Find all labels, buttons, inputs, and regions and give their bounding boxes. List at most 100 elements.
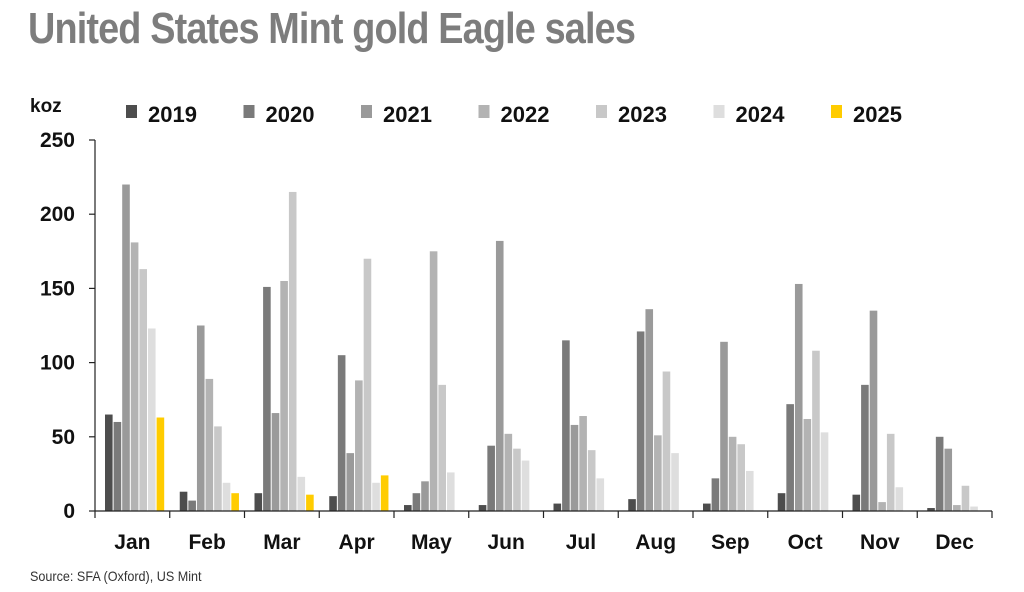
bar-2020-jun [487, 445, 495, 511]
bar-2020-nov [861, 384, 869, 511]
bar-2024-jan [148, 328, 156, 511]
bar-2020-dec [935, 436, 944, 511]
bar-2020-feb [188, 500, 196, 511]
y-tick-label: 0 [63, 500, 75, 523]
bar-2021-nov [869, 310, 878, 511]
x-tick-label: Mar [263, 531, 300, 554]
legend-label-2021: 2021 [383, 102, 432, 127]
y-tick-label: 250 [40, 129, 75, 152]
bar-2023-feb [214, 426, 222, 511]
y-tick-label: 100 [40, 352, 75, 375]
x-tick-label: May [411, 531, 452, 554]
bar-2024-oct [820, 432, 829, 511]
legend-label-2019: 2019 [148, 102, 197, 127]
bars [105, 184, 978, 512]
bar-2021-apr [346, 453, 355, 511]
y-tick-label: 50 [52, 426, 75, 449]
bar-2019-may [404, 505, 412, 511]
bar-2021-sep [720, 341, 728, 511]
bar-2023-may [438, 384, 446, 511]
bar-2023-mar [288, 191, 297, 511]
bar-2021-jun [495, 240, 504, 511]
bar-2020-apr [337, 355, 346, 511]
bar-2025-apr [380, 475, 389, 511]
bar-2020-mar [263, 286, 271, 511]
bar-2023-jan [139, 269, 147, 511]
bar-2021-may [421, 481, 429, 511]
bar-2024-mar [297, 476, 306, 511]
bar-2021-aug [645, 309, 654, 511]
bar-2023-jun [513, 448, 521, 511]
x-tick-label: Oct [788, 531, 823, 554]
legend-swatch-2024 [713, 105, 725, 118]
legend-swatch-2022 [478, 105, 490, 118]
bar-2022-mar [280, 280, 288, 511]
legend-label-2025: 2025 [853, 102, 902, 127]
bar-2020-aug [636, 331, 645, 511]
bar-2022-apr [355, 380, 363, 511]
bar-2020-sep [711, 478, 720, 511]
bar-2021-mar [271, 413, 280, 511]
x-tick-label: Aug [635, 531, 676, 554]
bar-2024-jul [596, 478, 605, 511]
bar-2024-may [447, 472, 455, 511]
bar-2024-feb [222, 482, 231, 511]
bar-2019-feb [179, 491, 188, 511]
bar-2024-aug [671, 453, 679, 511]
bar-2025-feb [231, 493, 239, 511]
bar-2021-dec [944, 448, 953, 511]
legend-swatch-2025 [831, 105, 842, 118]
chart-title: United States Mint gold Eagle sales [28, 4, 636, 53]
legend-swatch-2021 [361, 105, 372, 118]
bar-2022-sep [728, 436, 737, 511]
bar-2019-jul [553, 503, 562, 511]
bar-2021-jan [122, 184, 130, 511]
bar-2024-dec [970, 506, 978, 511]
legend-swatch-2023 [596, 105, 607, 118]
legend-label-2023: 2023 [618, 102, 667, 127]
x-tick-label: Jul [566, 531, 596, 554]
bar-2025-mar [306, 494, 314, 511]
x-axis: Jan Feb Mar Apr May Jun Jul Aug Sep Oct Nov Dec [94, 510, 993, 554]
bar-2019-jan [105, 414, 113, 511]
bar-2019-jun [478, 505, 487, 511]
y-axis-label: koz [30, 96, 62, 117]
bar-2019-dec [927, 508, 935, 511]
source-note: Source: SFA (Oxford), US Mint [30, 568, 202, 584]
legend-label-2024: 2024 [736, 102, 786, 127]
bar-2022-oct [803, 418, 812, 511]
bar-2023-aug [662, 371, 671, 511]
bar-2024-nov [895, 487, 904, 511]
bar-2023-oct [812, 350, 820, 511]
bar-2025-jan [156, 417, 165, 511]
bar-2022-may [429, 251, 438, 512]
bar-2020-oct [786, 404, 794, 511]
legend: 2019 2020 2021 2022 2023 2024 2025 [126, 102, 902, 127]
x-tick-label: Apr [339, 531, 375, 554]
x-tick-label: Dec [935, 531, 974, 554]
bar-2023-dec [961, 485, 970, 511]
bar-2022-jan [130, 242, 139, 511]
x-tick-label: Sep [711, 531, 750, 554]
bar-2021-feb [196, 325, 205, 511]
bar-2021-oct [794, 283, 803, 511]
bar-2023-nov [886, 433, 895, 511]
bar-2020-jul [562, 340, 570, 511]
bar-2019-aug [628, 499, 636, 511]
bar-2024-apr [372, 482, 380, 511]
x-tick-label: Nov [860, 531, 900, 554]
bar-2022-feb [205, 378, 214, 511]
bar-2021-jul [570, 424, 579, 511]
x-tick-label: Jun [487, 531, 524, 554]
bar-2022-nov [878, 502, 886, 511]
y-tick-label: 200 [40, 203, 75, 226]
bar-2019-mar [254, 493, 263, 511]
bar-2019-apr [329, 496, 337, 511]
bar-2019-sep [703, 503, 711, 511]
bar-2023-apr [363, 258, 372, 511]
x-tick-label: Feb [188, 531, 225, 554]
legend-swatch-2019 [126, 105, 137, 118]
bar-2022-jul [579, 416, 587, 511]
bar-2020-may [412, 493, 421, 511]
